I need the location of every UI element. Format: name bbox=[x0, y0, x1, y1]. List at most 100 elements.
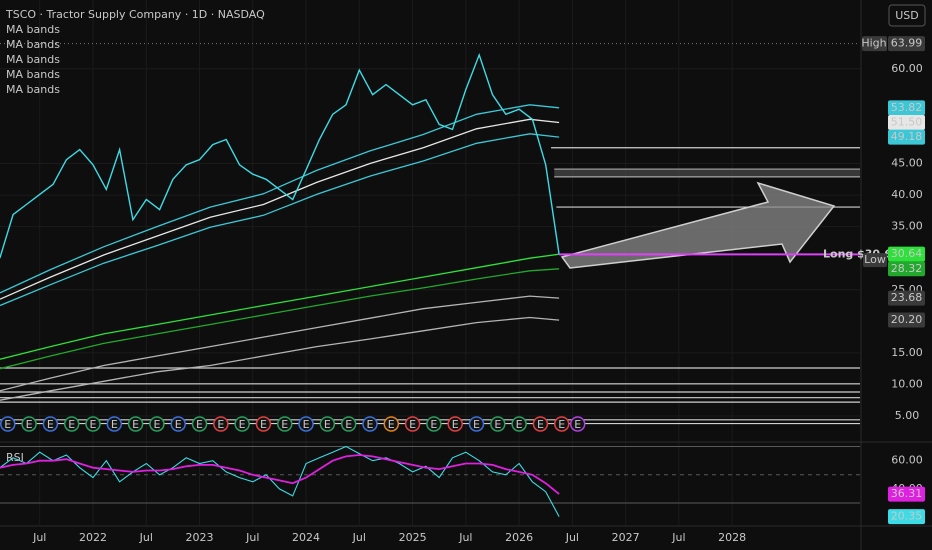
currency-label[interactable]: USD bbox=[895, 9, 919, 22]
low-tag-box bbox=[863, 253, 887, 268]
earnings-marker bbox=[362, 416, 378, 432]
chart-title: TSCO · Tractor Supply Company · 1D · NAS… bbox=[5, 8, 265, 21]
band-end-label-box bbox=[888, 290, 925, 306]
earnings-label: E bbox=[217, 418, 224, 431]
earnings-label: E bbox=[47, 418, 54, 431]
low-tag: Low bbox=[864, 253, 886, 266]
x-tick-label: 2028 bbox=[718, 531, 746, 544]
earnings-marker bbox=[447, 416, 463, 432]
band-end-label: 53.82 bbox=[891, 101, 923, 114]
earnings-label: E bbox=[196, 418, 203, 431]
earnings-marker bbox=[569, 416, 586, 432]
legend-entry: MA bands bbox=[6, 68, 60, 81]
earnings-marker bbox=[149, 416, 165, 432]
currency-button[interactable] bbox=[888, 4, 926, 27]
earnings-marker bbox=[42, 416, 59, 432]
band-end-label: 20.20 bbox=[891, 313, 923, 326]
ma-band-line bbox=[0, 104, 560, 294]
band-end-label: 23.68 bbox=[891, 291, 923, 304]
earnings-marker bbox=[170, 416, 186, 432]
legend-entry: MA bands bbox=[6, 38, 60, 51]
price-line bbox=[0, 52, 560, 259]
earnings-marker bbox=[234, 416, 250, 432]
band-end-label: 30.64 bbox=[891, 247, 923, 260]
earnings-marker bbox=[21, 416, 37, 432]
rsi-end-label: 20.35 bbox=[891, 510, 923, 523]
earnings-marker bbox=[85, 416, 101, 432]
ma-band-line bbox=[0, 268, 560, 370]
earnings-marker bbox=[191, 416, 208, 432]
earnings-label: E bbox=[537, 418, 544, 431]
earnings-label: E bbox=[430, 418, 437, 431]
earnings-marker bbox=[468, 416, 485, 432]
earnings-label: E bbox=[345, 418, 352, 431]
rsi-line bbox=[0, 454, 560, 495]
rsi-title: RSI bbox=[6, 451, 24, 464]
x-tick-label: 2023 bbox=[186, 531, 214, 544]
earnings-marker bbox=[106, 416, 123, 432]
earnings-label: E bbox=[516, 418, 523, 431]
y-tick-label: 10.00 bbox=[891, 377, 923, 390]
band-end-label-box bbox=[888, 129, 925, 145]
band-end-label: 51.50 bbox=[891, 115, 923, 128]
ma-band-line bbox=[0, 295, 560, 392]
earnings-label: E bbox=[303, 418, 310, 431]
earnings-marker bbox=[255, 416, 272, 432]
earnings-marker bbox=[553, 416, 570, 432]
earnings-label: E bbox=[26, 418, 33, 431]
x-tick-label: 2024 bbox=[292, 531, 320, 544]
x-tick-label: 2026 bbox=[505, 531, 533, 544]
x-tick-label: Jul bbox=[245, 531, 259, 544]
ma-band-line bbox=[0, 118, 560, 300]
y-tick-label: 35.00 bbox=[891, 220, 923, 233]
earnings-label: E bbox=[473, 418, 480, 431]
earnings-marker bbox=[532, 416, 549, 432]
band-end-label-box bbox=[888, 246, 925, 262]
legend-entry: MA bands bbox=[6, 23, 60, 36]
earnings-label: E bbox=[574, 418, 581, 431]
high-tag-box bbox=[862, 36, 887, 52]
earnings-label: E bbox=[494, 418, 501, 431]
x-tick-label: 2027 bbox=[612, 531, 640, 544]
x-tick-label: Jul bbox=[32, 531, 46, 544]
earnings-label: E bbox=[558, 418, 565, 431]
ma-band-line bbox=[0, 253, 560, 360]
earnings-marker bbox=[298, 416, 314, 432]
earnings-marker bbox=[511, 416, 527, 432]
rsi-end-label: 36.31 bbox=[891, 487, 923, 500]
high-value: 63.99 bbox=[891, 37, 923, 50]
earnings-label: E bbox=[409, 418, 416, 431]
earnings-label: E bbox=[90, 418, 97, 431]
earnings-label: E bbox=[388, 418, 395, 431]
projection-arrow bbox=[560, 181, 836, 269]
y-tick-label: 45.00 bbox=[891, 157, 923, 170]
earnings-marker bbox=[490, 416, 506, 432]
earnings-marker bbox=[63, 416, 80, 432]
band-end-label-box bbox=[888, 312, 925, 328]
earnings-marker bbox=[213, 416, 229, 432]
earnings-marker bbox=[319, 416, 336, 432]
x-tick-label: 2022 bbox=[79, 531, 107, 544]
legend-entry: MA bands bbox=[6, 83, 60, 96]
earnings-label: E bbox=[68, 418, 75, 431]
earnings-label: E bbox=[260, 418, 267, 431]
ma-band-line bbox=[0, 133, 560, 307]
earnings-marker bbox=[383, 416, 400, 432]
band-end-label-box bbox=[888, 114, 925, 130]
high-value-box bbox=[888, 36, 925, 52]
earnings-label: E bbox=[452, 418, 459, 431]
rsi-tick-label: 60.00 bbox=[891, 454, 923, 467]
y-tick-label: 60.00 bbox=[891, 62, 923, 75]
band-end-label: 28.32 bbox=[891, 262, 923, 275]
x-tick-label: 2025 bbox=[399, 531, 427, 544]
rsi-end-label-box bbox=[888, 486, 925, 502]
y-tick-label: 40.00 bbox=[891, 188, 923, 201]
earnings-marker bbox=[0, 416, 16, 432]
band-end-label-box bbox=[888, 100, 925, 116]
earnings-label: E bbox=[324, 418, 331, 431]
y-tick-label: 15.00 bbox=[891, 346, 923, 359]
x-tick-label: Jul bbox=[139, 531, 153, 544]
earnings-label: E bbox=[153, 418, 160, 431]
band-end-label: 49.18 bbox=[891, 130, 923, 143]
